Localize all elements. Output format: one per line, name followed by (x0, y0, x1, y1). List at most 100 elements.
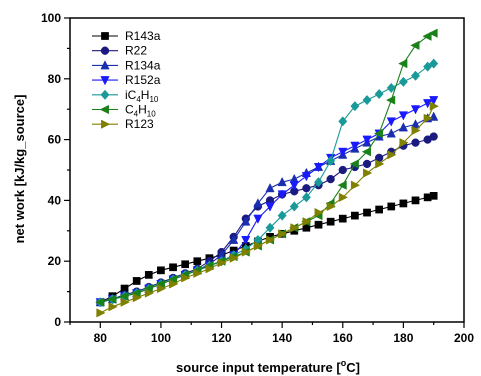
data-point (411, 196, 420, 205)
legend-item: R22 (92, 44, 147, 58)
data-point (410, 70, 421, 81)
data-point (373, 128, 384, 139)
data-point (120, 297, 130, 307)
x-axis-title-degree: o (341, 358, 347, 368)
y-axis-title: net work [kJ/kg_source] (12, 95, 27, 244)
legend-item: R152a (92, 73, 161, 87)
data-point (265, 202, 275, 212)
x-tick-label: 160 (333, 331, 353, 345)
data-point (338, 214, 347, 223)
legend-label: iC4H10 (125, 88, 159, 104)
data-point (119, 291, 129, 301)
legend-label-subscript: 10 (149, 95, 158, 104)
data-point (290, 223, 300, 233)
x-axis-title-tail: C] (346, 360, 360, 375)
legend-label-main: R22 (125, 44, 147, 58)
legend-marker (100, 60, 110, 70)
legend-label-subscript: 10 (147, 110, 156, 119)
data-point (423, 99, 433, 109)
data-point (278, 229, 288, 239)
data-point (132, 277, 141, 285)
data-point (107, 294, 117, 304)
legend-item: C4H10 (92, 103, 156, 119)
data-point (241, 235, 251, 246)
data-point (265, 182, 275, 193)
legend-label-main: R134a (125, 58, 161, 72)
data-point (349, 159, 359, 169)
data-point (193, 257, 202, 266)
y-tick-label: 20 (48, 254, 62, 268)
data-point (302, 217, 312, 227)
data-point (326, 174, 335, 184)
data-point (350, 101, 360, 112)
data-point (375, 159, 385, 169)
legend-label: C4H10 (125, 103, 156, 119)
data-point (326, 155, 336, 166)
data-point (96, 308, 106, 318)
legend-item: R134a (92, 58, 161, 72)
legend-label: R123 (125, 117, 154, 131)
legend-marker (101, 32, 109, 40)
y-tick-label: 0 (54, 315, 61, 329)
data-point (144, 288, 155, 298)
data-point (289, 201, 299, 212)
legend-item: R123 (92, 117, 154, 131)
data-point (351, 211, 359, 220)
data-point (314, 207, 324, 218)
data-point (375, 205, 383, 214)
y-tick-label: 80 (48, 72, 62, 86)
data-point (429, 96, 439, 106)
data-point (398, 76, 408, 87)
data-point (337, 180, 347, 190)
y-tick-label: 40 (48, 193, 62, 207)
data-point (302, 184, 311, 193)
data-point (386, 128, 396, 138)
legend-label-main: C (125, 103, 134, 117)
legend-label-main: R123 (125, 117, 154, 131)
x-axis-ticks: 80 100 120 140 160 180 200 (69, 322, 474, 345)
legend-marker (100, 46, 110, 55)
data-point (399, 138, 409, 148)
data-point (169, 263, 177, 272)
data-point (429, 132, 438, 141)
data-point (338, 165, 347, 175)
data-point (422, 31, 432, 41)
data-point (386, 117, 396, 127)
data-point (144, 271, 153, 279)
data-point (229, 253, 239, 263)
data-point (429, 191, 438, 200)
data-point (313, 163, 324, 173)
data-point (361, 147, 371, 157)
x-tick-label: 120 (212, 331, 232, 345)
legend-marker (99, 104, 109, 115)
data-point (411, 138, 420, 147)
data-point (387, 202, 396, 211)
data-point (423, 61, 433, 72)
data-point (429, 58, 439, 69)
data-point (157, 266, 165, 275)
data-point (363, 168, 373, 178)
data-point (266, 235, 276, 245)
x-axis-title-main: source input temperature [ (176, 360, 341, 375)
data-point (253, 198, 263, 208)
data-point (277, 190, 287, 200)
data-point (350, 180, 361, 190)
data-point (326, 217, 335, 226)
legend-label: R134a (125, 58, 161, 72)
legend-label-main: R143a (125, 29, 161, 43)
y-axis-ticks: 0 20 40 60 80 100 (41, 11, 70, 329)
data-point (362, 159, 372, 169)
legend-label: R143a (125, 29, 161, 43)
data-point (156, 283, 167, 294)
legend-label-subscript: 4 (136, 95, 141, 104)
legend-item: iC4H10 (92, 88, 159, 104)
data-point (289, 181, 299, 191)
data-point (374, 88, 384, 100)
data-point (386, 95, 396, 105)
legend-item: R143a (92, 29, 161, 43)
data-point (423, 113, 433, 123)
data-point (193, 268, 203, 278)
data-point (362, 135, 372, 145)
data-point (277, 210, 287, 221)
